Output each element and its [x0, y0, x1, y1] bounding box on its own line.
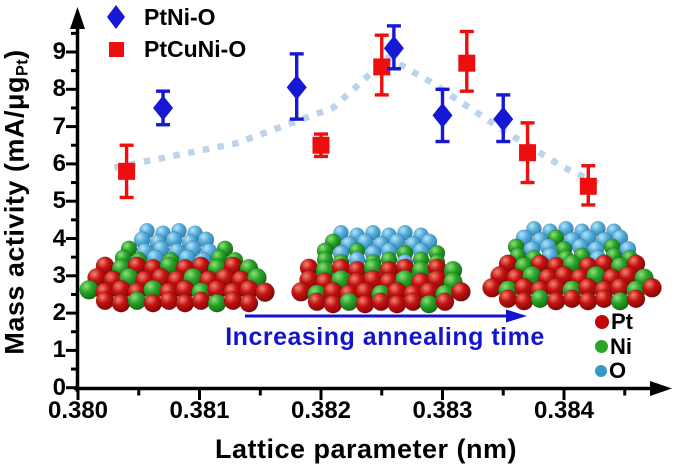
legend-item-ptni-o: PtNi-O — [102, 1, 246, 33]
atom-sphere — [111, 293, 131, 313]
data-point-diamond-4 — [493, 106, 514, 132]
x-tick-label-0.380: 0.380 — [47, 397, 109, 424]
atom-sphere — [371, 292, 391, 312]
atom-sphere — [175, 293, 195, 313]
square-marker-icon — [102, 41, 130, 57]
y-tick-label-9: 9 — [52, 38, 66, 65]
y-tick-label-3: 3 — [52, 261, 66, 289]
y-tick-label-7: 7 — [52, 112, 66, 140]
atom-sphere — [435, 292, 455, 312]
atom-sphere — [451, 281, 471, 302]
atom-sphere — [239, 293, 259, 313]
series-ptni-o — [153, 24, 514, 144]
atom-sphere — [530, 289, 550, 309]
atom-sphere — [339, 292, 359, 312]
data-point-diamond-0 — [153, 95, 174, 121]
atom-legend-row-pt: Pt — [595, 310, 633, 335]
atom-sphere — [642, 277, 662, 298]
trend-line-dashed — [113, 54, 602, 188]
atom-sphere — [626, 289, 646, 309]
ni-atom-icon — [595, 340, 608, 354]
atom-sphere — [355, 294, 375, 314]
pt-atom-label: Pt — [611, 309, 633, 335]
atom-sphere — [594, 289, 614, 309]
x-tick-label-0.384: 0.384 — [533, 397, 595, 424]
data-point-diamond-1 — [286, 74, 307, 100]
atom-sphere — [578, 291, 598, 311]
y-tick-label-2: 2 — [52, 299, 66, 327]
atom-sphere — [127, 291, 147, 311]
atom-sphere — [514, 291, 534, 311]
legend-item-ptcuni-o: PtCuNi-O — [102, 33, 246, 65]
atom-legend-row-ni: Ni — [595, 335, 633, 360]
x-axis-arrow-icon — [650, 381, 672, 396]
y-axis-arrow-icon — [70, 7, 85, 29]
diamond-marker-icon — [102, 5, 130, 29]
atom-legend-row-o: O — [595, 359, 633, 384]
atom-sphere — [223, 291, 243, 311]
data-point-square-2 — [373, 58, 391, 76]
nanoparticle-cluster-3 — [482, 221, 662, 311]
o-atom-label: O — [609, 358, 627, 384]
data-point-square-4 — [519, 144, 537, 162]
annealing-time-annotation: Increasing annealing time — [225, 323, 545, 351]
atom-sphere — [307, 292, 327, 312]
series-legend: PtNi-O PtCuNi-O — [102, 1, 246, 65]
legend-label-ptni-o: PtNi-O — [144, 3, 216, 30]
series-ptcuni-o — [118, 29, 597, 207]
y-tick-label-6: 6 — [52, 149, 66, 177]
data-point-square-1 — [312, 136, 330, 154]
atom-sphere — [403, 292, 423, 312]
data-point-diamond-3 — [432, 102, 453, 128]
nanoparticle-cluster-1 — [79, 223, 275, 313]
nanoparticle-cluster-2 — [291, 225, 471, 314]
y-tick-label-0: 0 — [52, 373, 66, 401]
atom-sphere — [255, 282, 275, 303]
atom-sphere — [143, 293, 163, 313]
data-point-square-3 — [458, 54, 476, 72]
atom-sphere — [207, 293, 227, 313]
x-axis-title: Lattice parameter (nm) — [214, 434, 518, 464]
atom-sphere — [498, 289, 518, 309]
x-tick-label-0.383: 0.383 — [412, 397, 473, 424]
atom-sphere — [562, 289, 582, 309]
atom-sphere — [610, 291, 630, 311]
ni-atom-label: Ni — [610, 333, 632, 359]
data-point-square-5 — [579, 177, 597, 195]
atom-sphere — [159, 291, 179, 311]
atom-sphere — [95, 291, 115, 311]
x-tick-label-0.382: 0.382 — [290, 397, 352, 424]
legend-label-ptcuni-o: PtCuNi-O — [144, 35, 247, 62]
x-tick-label-0.381: 0.381 — [169, 397, 230, 424]
atom-sphere — [387, 294, 407, 314]
atom-sphere — [419, 294, 439, 314]
annealing-arrow-head — [506, 309, 527, 323]
data-point-square-0 — [118, 162, 136, 180]
atom-color-legend: Pt Ni O — [595, 310, 633, 384]
atom-sphere — [546, 291, 566, 311]
y-tick-label-5: 5 — [52, 187, 66, 215]
y-tick-label-4: 4 — [52, 224, 66, 252]
atom-sphere — [191, 291, 211, 311]
y-tick-label-8: 8 — [52, 75, 66, 103]
data-point-diamond-2 — [383, 35, 404, 61]
atom-sphere — [323, 294, 343, 314]
pt-atom-icon — [595, 315, 609, 330]
o-atom-icon — [595, 365, 607, 378]
y-tick-label-1: 1 — [52, 336, 66, 364]
